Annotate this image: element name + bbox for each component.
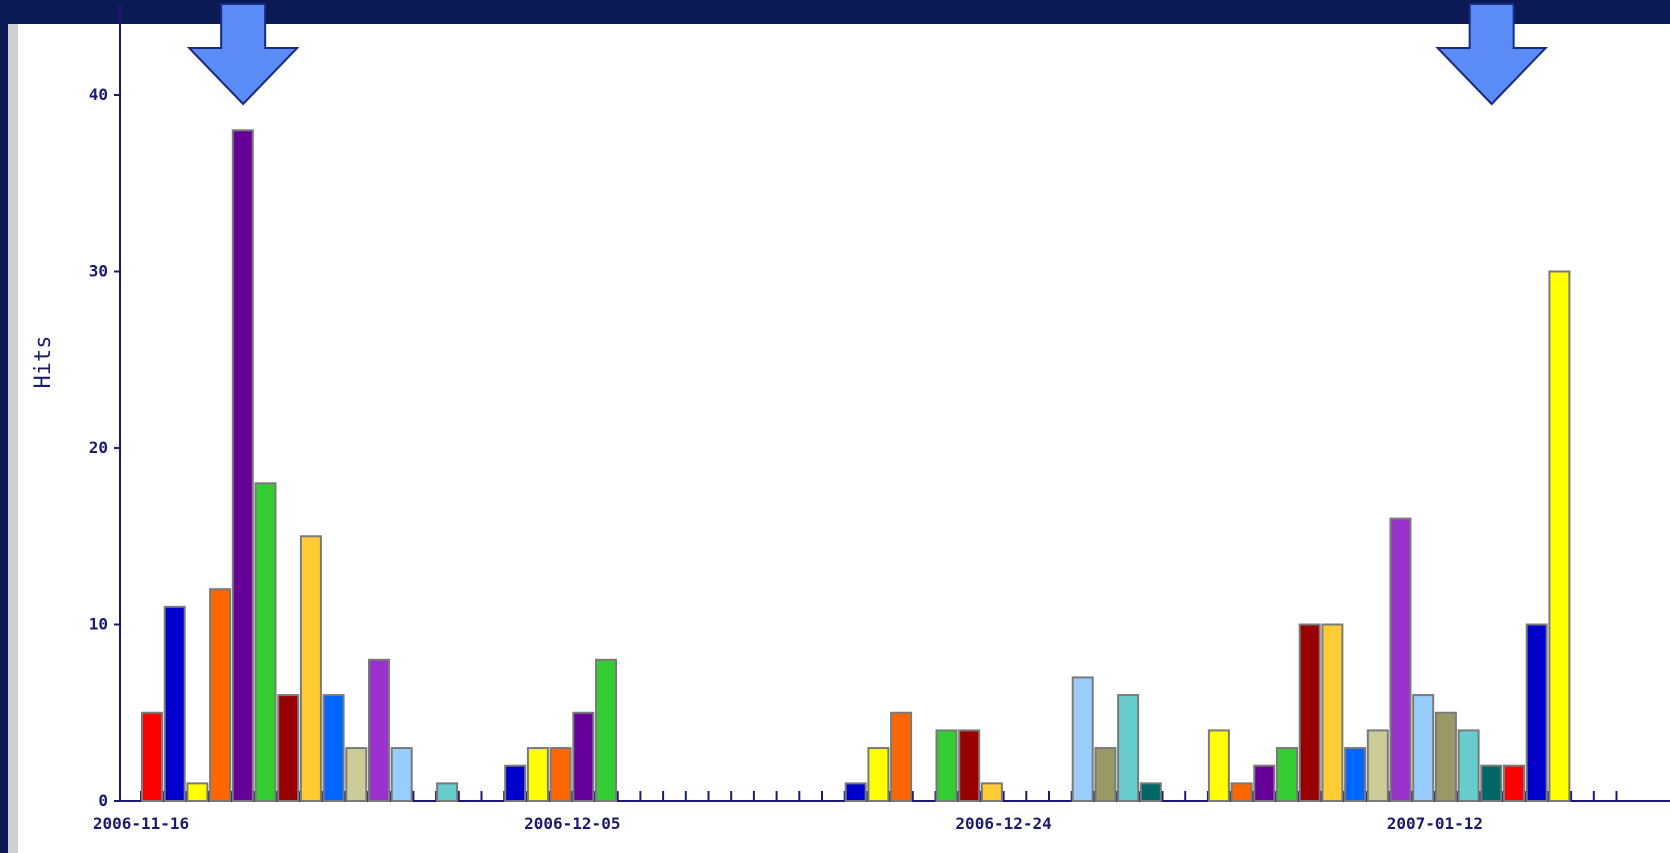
bar <box>549 747 572 802</box>
y-tick-label: 10 <box>89 615 108 634</box>
bar <box>890 711 913 802</box>
bar <box>1117 694 1140 802</box>
bar <box>1230 782 1253 802</box>
bar <box>1276 747 1298 802</box>
bar <box>1503 764 1525 803</box>
bar <box>141 711 163 802</box>
bar <box>526 747 549 802</box>
bar <box>1321 623 1344 802</box>
bar <box>368 658 390 802</box>
bar <box>1434 711 1457 802</box>
bar <box>1412 694 1435 802</box>
y-axis: 0 10 20 30 40 <box>89 6 121 810</box>
y-axis-title: Hits <box>31 336 56 389</box>
y-tick-label: 0 <box>98 791 108 810</box>
down-arrow-icon <box>1435 3 1549 106</box>
annotation-arrows <box>186 3 1549 106</box>
x-tick-label: 2006-12-24 <box>955 814 1051 833</box>
bar <box>1548 270 1571 802</box>
bar <box>322 694 345 802</box>
bar <box>277 694 300 802</box>
bar <box>345 747 368 802</box>
bar <box>390 747 413 802</box>
bar <box>209 588 232 803</box>
bar <box>1344 747 1367 802</box>
bar <box>1253 764 1276 803</box>
x-tick-label: 2007-01-12 <box>1387 814 1483 833</box>
bar <box>1207 729 1230 803</box>
y-tick-label: 40 <box>89 85 108 104</box>
bar <box>436 782 459 802</box>
bar <box>935 729 958 803</box>
down-arrow-icon <box>186 3 300 106</box>
bar <box>1480 764 1503 803</box>
bar <box>844 782 867 802</box>
bar <box>504 764 527 803</box>
bar <box>231 129 254 803</box>
y-tick-label: 30 <box>89 262 108 281</box>
bar <box>186 782 209 802</box>
x-tick-label: 2006-12-05 <box>524 814 620 833</box>
bar <box>958 729 981 803</box>
bar <box>1139 782 1162 802</box>
y-tick-label: 20 <box>89 438 108 457</box>
bar <box>299 535 322 802</box>
bar <box>1457 729 1480 803</box>
bar <box>572 711 595 802</box>
bars-group <box>141 129 1571 803</box>
bar <box>163 605 186 802</box>
bar <box>1298 623 1321 802</box>
bar <box>867 747 890 802</box>
bar <box>1525 623 1548 802</box>
bar <box>1366 729 1389 803</box>
bar <box>980 782 1003 802</box>
bar <box>254 482 277 802</box>
bar <box>595 658 617 802</box>
bar <box>1094 747 1117 802</box>
bar <box>1389 517 1412 802</box>
panel-left-edge <box>8 24 18 853</box>
bar <box>1071 676 1094 803</box>
x-tick-label: 2006-11-16 <box>93 814 189 833</box>
